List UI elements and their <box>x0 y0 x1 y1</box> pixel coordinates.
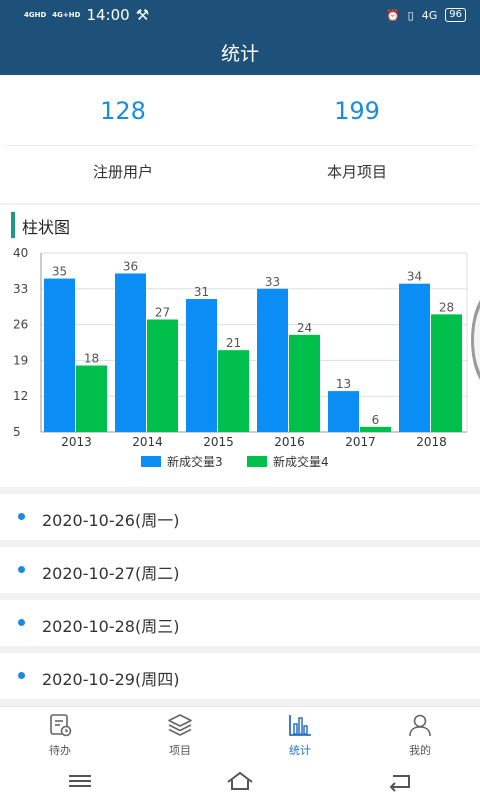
bar-value-label: 24 <box>297 321 312 335</box>
bar <box>257 288 288 432</box>
tools-icon: ⚒ <box>135 6 150 24</box>
tab-mine[interactable]: 我的 <box>360 707 480 761</box>
app-header: 统计 <box>0 30 480 75</box>
bar <box>44 278 75 432</box>
bar-value-label: 18 <box>84 352 99 366</box>
stats-panel: 128 199 注册用户 本月项目 <box>0 75 480 203</box>
bullet-dot <box>18 566 25 573</box>
date-text: 2020-10-28(周三) <box>42 617 180 636</box>
date-text: 2020-10-29(周四) <box>42 670 180 689</box>
bar-value-label: 21 <box>226 336 241 350</box>
registered-users-label: 注册用户 <box>92 163 153 181</box>
section-accent-bar <box>11 212 15 238</box>
date-list-item[interactable]: 2020-10-29(周四) <box>0 653 480 699</box>
menu-icon[interactable] <box>65 770 95 792</box>
date-text: 2020-10-27(周二) <box>42 564 180 583</box>
bar <box>328 391 359 432</box>
vibrate-icon: ▯ <box>407 8 414 22</box>
system-nav-bar <box>0 761 480 800</box>
network-indicator-2: 4G+HD <box>52 11 81 19</box>
x-tick-label: 2017 <box>345 435 376 449</box>
bar <box>360 426 391 432</box>
network-indicator-1: 4GHD <box>24 11 47 19</box>
y-tick-label: 5 <box>13 425 21 439</box>
back-icon[interactable] <box>385 770 415 792</box>
legend-swatch <box>141 456 161 467</box>
date-list-item[interactable]: 2020-10-27(周二) <box>0 547 480 593</box>
monthly-projects-label: 本月项目 <box>326 163 387 181</box>
bar-value-label: 13 <box>336 377 351 391</box>
bar <box>289 334 320 432</box>
tab-statistics-label: 统计 <box>289 744 311 757</box>
y-tick-label: 40 <box>13 246 28 260</box>
bar-value-label: 28 <box>439 300 454 314</box>
bullet-dot <box>18 619 25 626</box>
bullet-dot <box>18 672 25 679</box>
registered-users-count: 128 <box>100 97 146 125</box>
monthly-projects-count: 199 <box>334 97 380 125</box>
legend-swatch <box>247 456 267 467</box>
todo-icon <box>50 714 72 737</box>
legend-label: 新成交量3 <box>167 454 223 469</box>
bar-value-label: 35 <box>52 265 67 279</box>
bar <box>147 319 178 432</box>
tab-todo[interactable]: 待办 <box>0 707 120 761</box>
bar <box>115 273 146 432</box>
bar <box>431 314 462 432</box>
bar-value-label: 33 <box>265 275 280 289</box>
x-tick-label: 2013 <box>61 435 92 449</box>
bar <box>218 350 249 432</box>
date-list-item[interactable]: 2020-10-26(周一) <box>0 494 480 540</box>
bottom-tab-bar: 待办 项目 统计 我的 <box>0 706 480 761</box>
home-icon[interactable] <box>225 770 255 792</box>
status-time: 14:00 <box>86 6 130 24</box>
y-tick-label: 33 <box>13 282 28 296</box>
x-tick-label: 2018 <box>416 435 447 449</box>
y-tick-label: 12 <box>13 389 28 403</box>
y-tick-label: 26 <box>13 318 28 332</box>
bar <box>399 283 430 432</box>
stats-divider <box>6 145 474 146</box>
bar-value-label: 6 <box>372 413 380 427</box>
bar-value-label: 36 <box>123 259 138 273</box>
alarm-icon: ⏰ <box>385 8 400 22</box>
tab-statistics[interactable]: 统计 <box>240 707 360 761</box>
user-icon <box>409 714 431 737</box>
date-text: 2020-10-26(周一) <box>42 511 180 530</box>
x-tick-label: 2016 <box>274 435 305 449</box>
page-title: 统计 <box>220 43 259 65</box>
tab-mine-label: 我的 <box>409 744 431 757</box>
status-bar: 4GHD 4G+HD 14:00 ⚒ ⏰ ▯ 4G 96 <box>0 0 480 30</box>
network-indicator-3: 4G <box>421 8 438 22</box>
x-tick-label: 2014 <box>132 435 163 449</box>
bar <box>186 299 217 432</box>
bar-value-label: 34 <box>407 270 422 284</box>
tab-projects[interactable]: 项目 <box>120 707 240 761</box>
bar-chart-icon <box>289 715 311 736</box>
legend-label: 新成交量4 <box>273 454 329 469</box>
layers-icon <box>168 714 192 736</box>
battery-indicator: 96 <box>445 8 466 22</box>
y-tick-label: 19 <box>13 353 28 367</box>
tab-projects-label: 项目 <box>169 744 191 757</box>
scroll-handle[interactable] <box>466 300 480 380</box>
bar-value-label: 31 <box>194 285 209 299</box>
chart-section-title: 柱状图 <box>22 218 71 237</box>
bar-value-label: 27 <box>155 305 170 319</box>
bar-chart-card: 柱状图 5 12 19 26 33 40 35 18 2013 36 27 2014 31 21 2015 3… <box>0 205 480 487</box>
tab-todo-label: 待办 <box>49 744 71 757</box>
date-list-item[interactable]: 2020-10-28(周三) <box>0 600 480 646</box>
bar <box>76 365 107 432</box>
bar-chart: 5 12 19 26 33 40 35 18 2013 36 27 2014 31 21 2015 33 24 2… <box>13 246 468 469</box>
x-tick-label: 2015 <box>203 435 234 449</box>
bullet-dot <box>18 513 25 520</box>
